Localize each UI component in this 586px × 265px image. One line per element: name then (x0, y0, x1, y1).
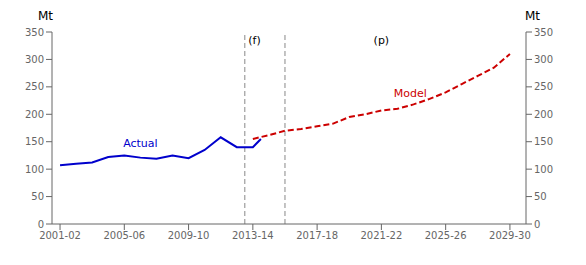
svg-text:200: 200 (534, 109, 553, 120)
svg-text:100: 100 (534, 164, 553, 175)
svg-text:300: 300 (25, 54, 44, 65)
svg-text:2021-22: 2021-22 (360, 230, 402, 241)
svg-text:300: 300 (534, 54, 553, 65)
svg-text:2001-02: 2001-02 (39, 230, 81, 241)
svg-text:0: 0 (38, 219, 44, 230)
svg-text:2013-14: 2013-14 (232, 230, 274, 241)
svg-text:0: 0 (534, 219, 540, 230)
svg-text:250: 250 (25, 81, 44, 92)
html-text:Mt: Mt (38, 9, 54, 23)
svg-text:200: 200 (25, 109, 44, 120)
svg-text:150: 150 (534, 136, 553, 147)
svg-text:(p): (p) (374, 34, 390, 47)
html-text:Mt: Mt (524, 9, 540, 23)
svg-text:150: 150 (25, 136, 44, 147)
svg-text:350: 350 (534, 27, 553, 38)
svg-text:2017-18: 2017-18 (296, 230, 338, 241)
svg-text:Model: Model (394, 87, 427, 100)
svg-text:2029-30: 2029-30 (489, 230, 531, 241)
svg-text:50: 50 (534, 191, 547, 202)
svg-text:2009-10: 2009-10 (168, 230, 210, 241)
svg-text:Actual: Actual (123, 137, 157, 150)
svg-text:250: 250 (534, 81, 553, 92)
svg-text:350: 350 (25, 27, 44, 38)
svg-text:50: 50 (31, 191, 44, 202)
svg-text:100: 100 (25, 164, 44, 175)
svg-text:(f): (f) (248, 34, 260, 47)
svg-text:2025-26: 2025-26 (425, 230, 467, 241)
svg-text:2005-06: 2005-06 (103, 230, 145, 241)
